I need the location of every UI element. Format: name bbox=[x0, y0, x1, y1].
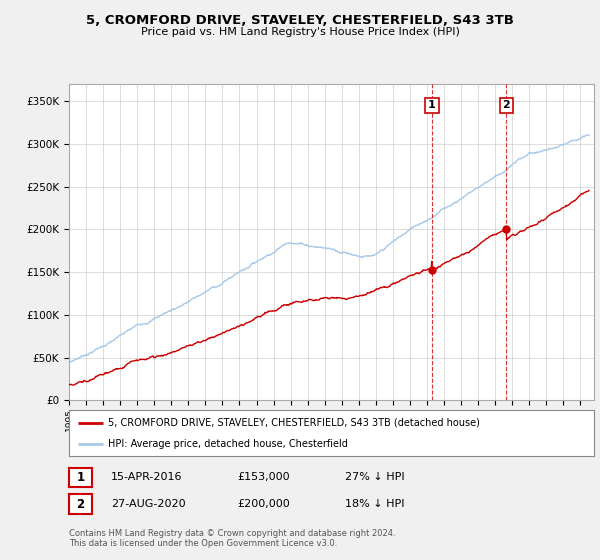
Text: 15-APR-2016: 15-APR-2016 bbox=[111, 472, 182, 482]
Text: £200,000: £200,000 bbox=[237, 499, 290, 509]
Text: 27-AUG-2020: 27-AUG-2020 bbox=[111, 499, 185, 509]
Text: 1: 1 bbox=[76, 470, 85, 484]
Text: 2: 2 bbox=[76, 497, 85, 511]
Text: 2: 2 bbox=[503, 100, 510, 110]
Text: Contains HM Land Registry data © Crown copyright and database right 2024.
This d: Contains HM Land Registry data © Crown c… bbox=[69, 529, 395, 548]
Text: 1: 1 bbox=[428, 100, 436, 110]
Text: £153,000: £153,000 bbox=[237, 472, 290, 482]
Text: 5, CROMFORD DRIVE, STAVELEY, CHESTERFIELD, S43 3TB: 5, CROMFORD DRIVE, STAVELEY, CHESTERFIEL… bbox=[86, 13, 514, 27]
Text: 5, CROMFORD DRIVE, STAVELEY, CHESTERFIELD, S43 3TB (detached house): 5, CROMFORD DRIVE, STAVELEY, CHESTERFIEL… bbox=[109, 418, 480, 428]
Text: 18% ↓ HPI: 18% ↓ HPI bbox=[345, 499, 404, 509]
Text: Price paid vs. HM Land Registry's House Price Index (HPI): Price paid vs. HM Land Registry's House … bbox=[140, 27, 460, 38]
Text: HPI: Average price, detached house, Chesterfield: HPI: Average price, detached house, Ches… bbox=[109, 439, 348, 449]
Text: 27% ↓ HPI: 27% ↓ HPI bbox=[345, 472, 404, 482]
